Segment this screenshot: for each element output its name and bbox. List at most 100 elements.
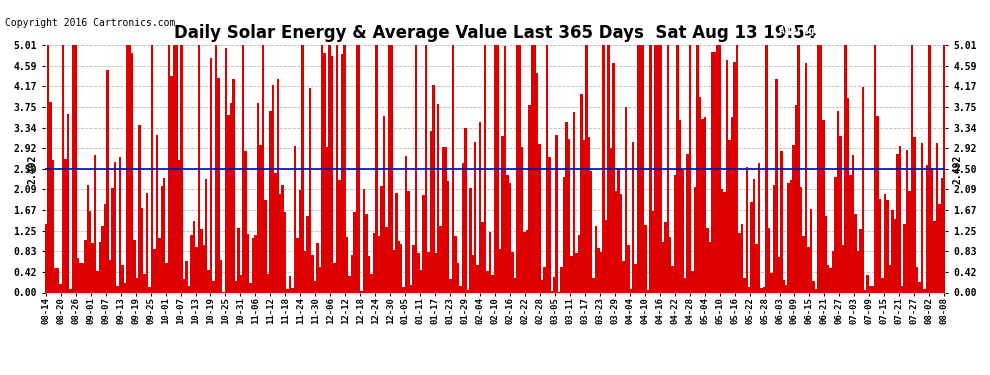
Bar [346, 237, 348, 292]
Bar [666, 45, 669, 292]
Bar [484, 45, 486, 292]
Bar [856, 251, 859, 292]
Bar [348, 276, 350, 292]
Bar [807, 247, 810, 292]
Bar [299, 189, 301, 292]
Bar [64, 159, 66, 292]
Bar [324, 53, 326, 292]
Bar [403, 287, 405, 292]
Bar [767, 228, 770, 292]
Bar [536, 73, 539, 292]
Bar [230, 103, 232, 292]
Bar [812, 280, 815, 292]
Bar [600, 252, 602, 292]
Bar [481, 222, 484, 292]
Bar [319, 267, 321, 292]
Bar [627, 245, 630, 292]
Bar [691, 271, 694, 292]
Bar [777, 257, 780, 292]
Bar [294, 146, 296, 292]
Bar [380, 186, 383, 292]
Bar [91, 243, 94, 292]
Bar [568, 140, 570, 292]
Bar [711, 52, 714, 292]
Bar [615, 191, 617, 292]
Bar [780, 151, 782, 292]
Bar [200, 228, 203, 292]
Bar [124, 283, 126, 292]
Bar [476, 265, 479, 292]
Bar [758, 163, 760, 292]
Bar [524, 232, 526, 292]
Bar [76, 258, 79, 292]
Text: 2.492: 2.492 [952, 155, 962, 184]
Bar [311, 255, 314, 292]
Bar [400, 244, 403, 292]
Bar [514, 278, 516, 292]
Bar [456, 262, 459, 292]
Bar [876, 116, 879, 292]
Bar [289, 276, 291, 292]
Bar [134, 240, 136, 292]
Bar [422, 195, 425, 292]
Bar [160, 186, 163, 292]
Bar [529, 105, 531, 292]
Bar [355, 45, 358, 292]
Bar [644, 225, 646, 292]
Bar [553, 277, 555, 292]
Bar [854, 214, 856, 292]
Bar [714, 52, 716, 292]
Bar [373, 233, 375, 292]
Bar [163, 178, 165, 292]
Bar [205, 179, 208, 292]
Bar [570, 256, 573, 292]
Bar [724, 192, 726, 292]
Bar [926, 165, 929, 292]
Bar [489, 232, 491, 292]
Bar [694, 187, 696, 292]
Bar [889, 265, 891, 292]
Bar [526, 230, 529, 292]
Bar [830, 268, 832, 292]
Bar [47, 45, 50, 292]
Bar [625, 106, 627, 292]
Bar [341, 54, 344, 292]
Bar [148, 287, 150, 292]
Bar [669, 237, 671, 292]
Bar [395, 193, 398, 292]
Bar [573, 112, 575, 292]
Bar [304, 251, 306, 292]
Bar [842, 245, 844, 292]
Bar [924, 289, 926, 292]
Bar [69, 290, 71, 292]
Bar [580, 93, 583, 292]
Bar [575, 253, 578, 292]
Bar [461, 163, 464, 292]
Bar [504, 46, 506, 292]
Bar [896, 154, 899, 292]
Bar [437, 104, 440, 292]
Bar [795, 105, 797, 292]
Bar [491, 275, 494, 292]
Bar [805, 63, 807, 292]
Bar [74, 45, 76, 292]
Bar [326, 147, 329, 292]
Bar [449, 279, 451, 292]
Bar [279, 194, 281, 292]
Bar [822, 120, 825, 292]
Bar [203, 245, 205, 292]
Text: Daily  ($): Daily ($) [879, 26, 938, 36]
Bar [939, 204, 940, 292]
Bar [765, 45, 767, 292]
Bar [94, 155, 96, 292]
Bar [622, 261, 625, 292]
Bar [541, 280, 544, 292]
Bar [240, 274, 242, 292]
Bar [640, 45, 642, 292]
Bar [684, 278, 686, 292]
Bar [748, 287, 750, 292]
Bar [661, 242, 664, 292]
Bar [235, 281, 237, 292]
Bar [139, 125, 141, 292]
Bar [180, 45, 183, 292]
